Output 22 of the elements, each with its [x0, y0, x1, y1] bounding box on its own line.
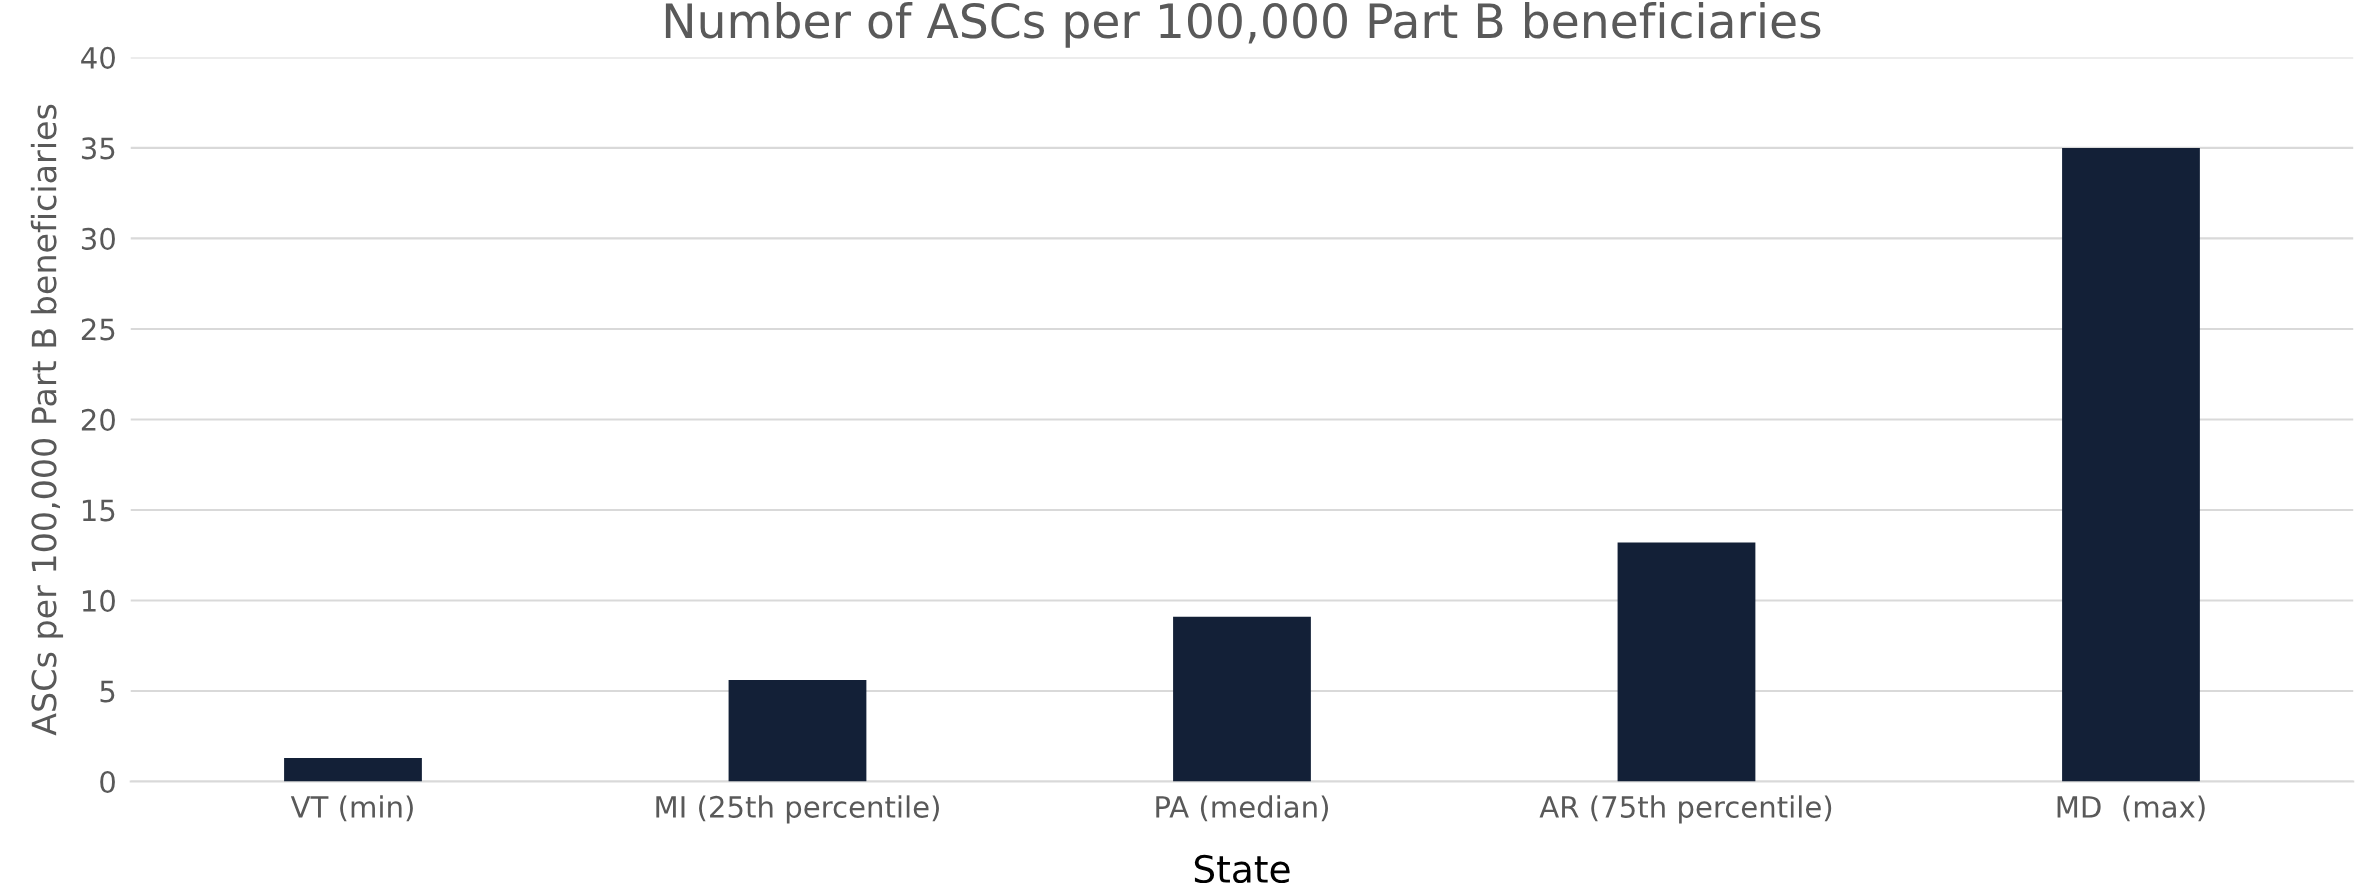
y-tick-label: 0: [100, 770, 115, 793]
y-tick-label: 40: [81, 46, 115, 69]
y-axis-title: ASCs per 100,000 Part B beneficiaries: [30, 104, 64, 736]
x-tick-label: PA (median): [1156, 795, 1328, 822]
y-tick-label: 20: [81, 408, 115, 431]
y-tick-label: 5: [100, 680, 115, 703]
y-tick-label: 30: [81, 227, 115, 250]
y-tick-label: 35: [81, 137, 115, 160]
bar: [284, 757, 422, 782]
bar: [1617, 542, 1756, 782]
x-axis-title: State: [1194, 854, 1290, 883]
chart-title: Number of ASCs per 100,000 Part B beneficiaries: [665, 2, 1821, 48]
x-tick-label: AR (75th percentile): [1539, 795, 1832, 824]
y-tick-label: 15: [82, 499, 115, 522]
x-tick-label: MI (25th percentile): [656, 795, 939, 824]
y-tick-label: 10: [82, 589, 115, 612]
y-tick-label: 25: [81, 318, 115, 341]
bar: [2062, 147, 2200, 782]
x-tick-label: MD (max): [2057, 795, 2205, 822]
bar: [728, 680, 867, 782]
bar: [1173, 616, 1311, 782]
x-tick-label: VT (min): [290, 795, 413, 822]
